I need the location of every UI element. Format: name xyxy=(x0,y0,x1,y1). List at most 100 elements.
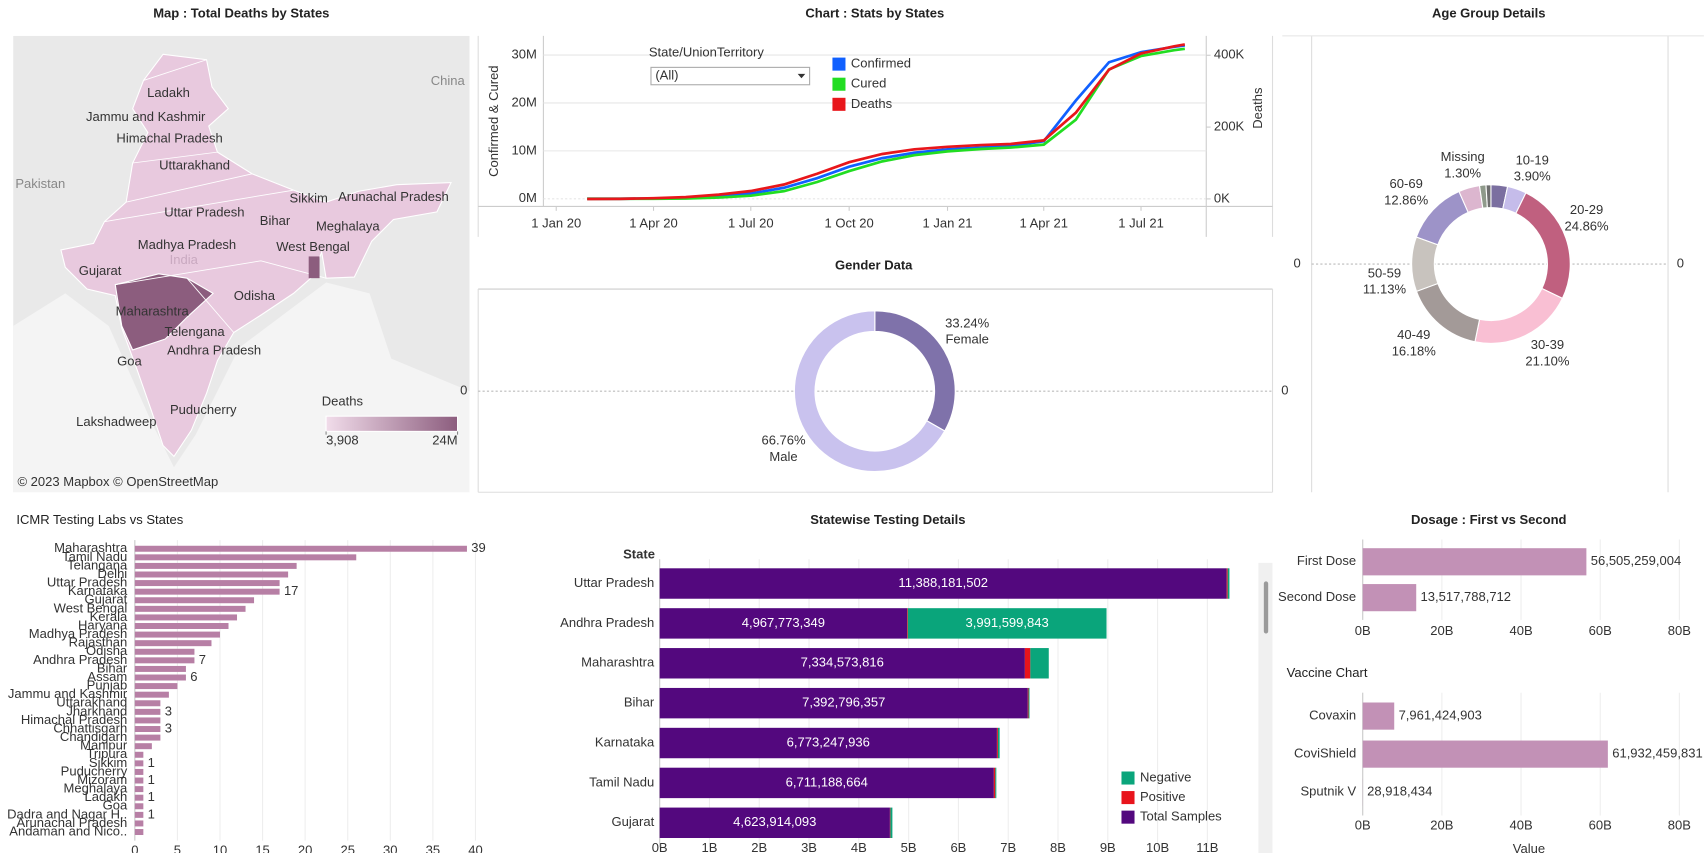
x-tick-label: 3B xyxy=(801,840,817,853)
bar xyxy=(134,597,255,604)
category-label: Uttar Pradesh xyxy=(47,575,127,590)
legend-label: Cured xyxy=(851,76,886,91)
x-tick-label: 40B xyxy=(1509,623,1532,638)
x-axis-title: Value xyxy=(1513,841,1545,853)
value-label: 28,918,434 xyxy=(1367,784,1432,799)
x-tick-label: 1 Jul 20 xyxy=(728,215,774,230)
bar xyxy=(134,708,161,715)
bar xyxy=(1227,568,1230,599)
x-tick-label: 10 xyxy=(213,842,227,853)
bar xyxy=(134,614,238,621)
value-label: 39 xyxy=(471,540,485,555)
value-label: 7,961,424,903 xyxy=(1399,708,1482,723)
bar xyxy=(1024,648,1031,679)
x-tick-label: 80B xyxy=(1668,623,1691,638)
donut-slice xyxy=(1515,192,1571,300)
category-label: Tamil Nadu xyxy=(589,774,654,789)
legend-swatch xyxy=(832,77,846,91)
chart-title: Age Group Details xyxy=(1432,6,1546,21)
legend-gradient xyxy=(325,415,459,432)
value-label: 1 xyxy=(148,755,155,770)
bar xyxy=(134,768,144,775)
x-tick-label: 20B xyxy=(1430,623,1453,638)
slice-label: 1.30% xyxy=(1444,165,1481,180)
slice-label: 3.90% xyxy=(1514,169,1551,184)
category-label: Uttarakhand xyxy=(56,695,127,710)
slice-label: 60-69 xyxy=(1390,176,1423,191)
scrollbar-thumb[interactable] xyxy=(1263,581,1269,634)
value-label: 4,967,773,349 xyxy=(742,615,825,630)
category-label: Sputnik V xyxy=(1300,784,1356,799)
legend-swatch xyxy=(832,57,846,71)
bar xyxy=(134,674,186,681)
bar xyxy=(659,767,994,799)
slice-label: 33.24% xyxy=(945,315,990,330)
bar xyxy=(134,683,178,690)
bar xyxy=(134,554,357,561)
state-label: Himachal Pradesh xyxy=(116,131,222,146)
x-tick-label: 6B xyxy=(950,840,966,853)
category-label: Haryana xyxy=(78,617,128,632)
y2-axis-title: Deaths xyxy=(1250,87,1265,129)
x-tick-label: 4B xyxy=(851,840,867,853)
category-label: Gujarat xyxy=(85,592,128,607)
sea xyxy=(13,282,470,493)
chart-title: Statewise Testing Details xyxy=(810,512,965,527)
bar xyxy=(134,623,229,629)
scrollbar[interactable] xyxy=(1258,562,1273,853)
category-label: Sikkim xyxy=(89,755,127,770)
legend-label: Negative xyxy=(1140,769,1191,784)
filter-value: (All) xyxy=(655,68,678,83)
category-label: Delhi xyxy=(98,566,128,581)
bar xyxy=(659,727,997,759)
donut-slice xyxy=(793,310,946,473)
x-tick-label: 40B xyxy=(1509,817,1532,832)
category-label: West Bengal xyxy=(54,600,128,615)
x-tick-label: 60B xyxy=(1589,623,1612,638)
category-label: Gujarat xyxy=(612,814,655,829)
value-label: 1 xyxy=(148,772,155,787)
x-tick-label: 5B xyxy=(901,840,917,853)
bar xyxy=(134,743,152,750)
y2-tick-label: 0 xyxy=(1677,255,1684,270)
value-label: 7,334,573,816 xyxy=(801,655,884,670)
slice-label: 30-39 xyxy=(1531,337,1564,352)
category-label: Bihar xyxy=(624,695,655,710)
x-tick-label: 30 xyxy=(383,842,397,853)
category-label: CoviShield xyxy=(1294,746,1356,761)
y-axis-title: State xyxy=(623,547,655,562)
filter-label: State/UnionTerritory xyxy=(649,45,765,60)
y-tick-label: 10M xyxy=(512,142,537,157)
bar xyxy=(659,568,1227,599)
slice-label: Male xyxy=(769,449,797,464)
legend-label: Deaths xyxy=(851,96,893,111)
bar xyxy=(997,727,1000,759)
category-label: Himachal Pradesh xyxy=(21,712,127,727)
slice-label: 10-19 xyxy=(1516,152,1549,167)
chart-title: Vaccine Chart xyxy=(1287,665,1368,680)
dropdown-arrow xyxy=(797,73,806,79)
value-label: 6 xyxy=(190,669,197,684)
bar xyxy=(134,562,297,569)
x-tick-label: 7B xyxy=(1000,840,1016,853)
value-label: 13,517,788,712 xyxy=(1421,589,1511,604)
legend-label: Confirmed xyxy=(851,56,911,71)
y2-tick-label: 0 xyxy=(1281,383,1288,398)
legend-swatch xyxy=(832,97,846,111)
bar xyxy=(907,608,908,639)
slice-label: Female xyxy=(945,332,988,347)
bar xyxy=(134,811,144,818)
bar xyxy=(659,648,1025,679)
category-label: Maharashtra xyxy=(581,655,655,670)
bar xyxy=(993,767,996,799)
bar xyxy=(1027,687,1029,719)
x-tick-label: 11B xyxy=(1196,840,1218,853)
bar xyxy=(134,605,246,612)
bar xyxy=(134,665,186,672)
state-label: Telengana xyxy=(165,324,226,339)
india-shape xyxy=(60,53,452,458)
bar xyxy=(659,807,890,839)
legend-label: 24M xyxy=(432,433,457,448)
y-tick-label: 0 xyxy=(1294,255,1301,270)
filter-dropdown[interactable] xyxy=(650,66,811,86)
